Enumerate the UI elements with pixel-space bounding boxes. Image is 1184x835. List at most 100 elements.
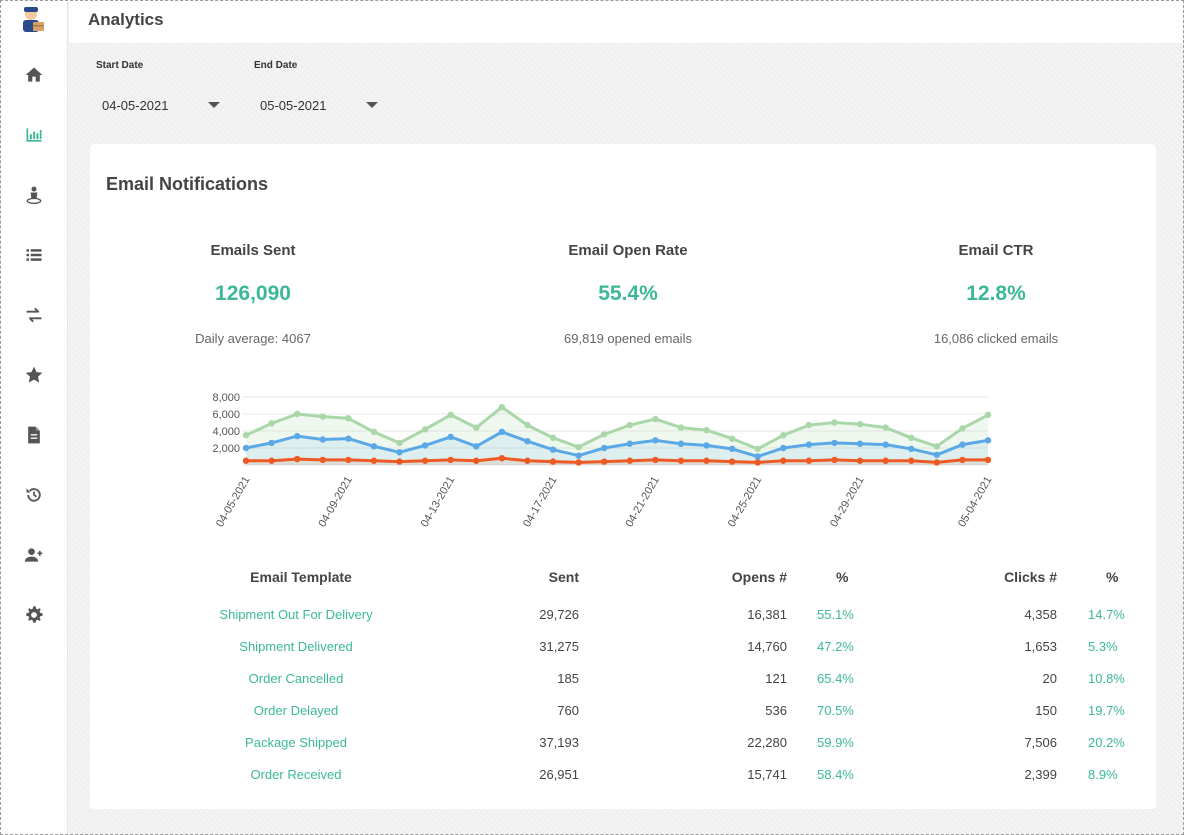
opens-series-point [549, 446, 557, 453]
opens-series-point [856, 440, 864, 447]
sent-series-point [831, 419, 838, 426]
y-tick-label: 2,000 [212, 443, 240, 455]
sidebar-item-documents[interactable] [14, 417, 54, 453]
opens-series-point [831, 439, 838, 447]
clicks-series-point [856, 457, 864, 464]
sent-series-point [268, 420, 275, 427]
opens-series-point [882, 441, 889, 448]
header-email-template: Email Template [250, 569, 352, 585]
y-tick-label: 4,000 [212, 426, 240, 438]
clicks-series-point [933, 459, 941, 466]
end-date-select[interactable]: 05-05-2021 [254, 92, 384, 118]
template-link[interactable]: Shipment Out For Delivery [219, 607, 373, 622]
home-icon [25, 67, 43, 82]
opens-series-area [246, 431, 988, 465]
opens-cell: 536 [765, 703, 787, 718]
open-percent-cell: 70.5% [817, 703, 854, 718]
swap-icon [26, 307, 42, 323]
opens-series-point [703, 442, 710, 449]
sent-cell: 760 [557, 703, 579, 718]
clicks-series-point [780, 457, 787, 464]
opens-series-point [984, 437, 992, 444]
sidebar-item-list[interactable] [14, 237, 54, 273]
opens-cell: 15,741 [747, 767, 787, 782]
clicks-series-point [805, 457, 813, 464]
clicks-series-point [345, 456, 352, 464]
sent-cell: 26,951 [539, 767, 579, 782]
opens-series-point [242, 444, 250, 452]
sent-series-point [626, 421, 633, 429]
sent-series-point [933, 443, 941, 450]
opens-cell: 121 [765, 671, 787, 686]
opens-series-point [652, 437, 659, 444]
sidebar-item-user-location[interactable] [14, 177, 54, 213]
sidebar-item-analytics[interactable] [14, 117, 54, 153]
header-open-percent: % [836, 569, 849, 585]
sent-series-area [246, 407, 988, 465]
opens-series-point [293, 432, 301, 440]
kpi-subtext: Daily average: 4067 [195, 331, 311, 346]
card-title: Email Notifications [106, 174, 269, 194]
sidebar-item-transfers[interactable] [14, 297, 54, 333]
opens-series-point [319, 436, 326, 443]
kpi-label: Email CTR [958, 242, 1034, 259]
sidebar-item-settings[interactable] [14, 597, 54, 633]
sent-series-point [473, 424, 480, 431]
sent-series-point [882, 424, 889, 431]
clicks-cell: 1,653 [1024, 639, 1057, 654]
header-opens: Opens # [731, 569, 787, 585]
template-link[interactable]: Shipment Delivered [239, 639, 353, 654]
kpi-label: Email Open Rate [568, 242, 688, 259]
template-link[interactable]: Order Cancelled [248, 671, 344, 686]
opens-series-line [245, 430, 989, 458]
start-date-select[interactable]: 04-05-2021 [96, 92, 226, 118]
sent-series-line [245, 405, 989, 451]
kpi-open-rate: Email Open Rate 55.4% 69,819 opened emai… [458, 242, 798, 346]
sidebar-item-add-user[interactable] [14, 537, 54, 573]
clicks-series-point [754, 459, 761, 466]
clicks-cell: 2,399 [1024, 767, 1057, 782]
end-date-value: 05-05-2021 [260, 97, 327, 113]
sent-series-point [601, 431, 608, 438]
template-link[interactable]: Order Delayed [253, 703, 339, 718]
sent-series-point [677, 424, 685, 431]
sent-series-point [396, 439, 403, 447]
header-clicks: Clicks # [1004, 569, 1057, 585]
kpi-value: 126,090 [215, 282, 291, 305]
clicks-series-point [549, 458, 557, 465]
sent-series-point [754, 445, 761, 453]
clicks-series-point [728, 458, 736, 465]
sent-series-point [805, 421, 813, 429]
clicks-cell: 4,358 [1024, 607, 1057, 622]
sidebar-item-favorites[interactable] [14, 357, 54, 393]
click-percent-cell: 14.7% [1088, 607, 1125, 622]
clicks-cell: 150 [1035, 703, 1057, 718]
opens-series-point [805, 441, 813, 448]
opens-series-point [447, 433, 454, 441]
kpi-value: 12.8% [966, 282, 1026, 305]
sidebar-item-home[interactable] [14, 57, 54, 93]
clicks-series-point [959, 456, 966, 464]
open-percent-cell: 47.2% [817, 639, 854, 654]
click-percent-cell: 20.2% [1088, 735, 1125, 750]
sent-cell: 29,726 [539, 607, 579, 622]
sent-series-point [703, 426, 710, 434]
sent-series-point [728, 435, 736, 442]
template-link[interactable]: Order Received [250, 767, 342, 782]
template-link[interactable]: Package Shipped [245, 735, 347, 750]
click-percent-cell: 10.8% [1088, 671, 1125, 686]
sent-series-point [293, 410, 301, 418]
app-logo[interactable] [19, 5, 47, 35]
x-tick-label: 04-17-2021 [521, 475, 560, 530]
clicks-series-point [601, 458, 608, 465]
sent-series-point [242, 432, 250, 439]
x-tick-label: 05-04-2021 [956, 475, 995, 530]
sent-cell: 31,275 [539, 639, 579, 654]
opens-cell: 16,381 [747, 607, 787, 622]
sidebar-item-history[interactable] [14, 477, 54, 513]
header-click-percent: % [1106, 569, 1119, 585]
sent-series-point [908, 434, 915, 441]
opens-cell: 14,760 [747, 639, 787, 654]
kpi-value: 55.4% [598, 282, 658, 305]
clicks-series-point [882, 457, 889, 464]
